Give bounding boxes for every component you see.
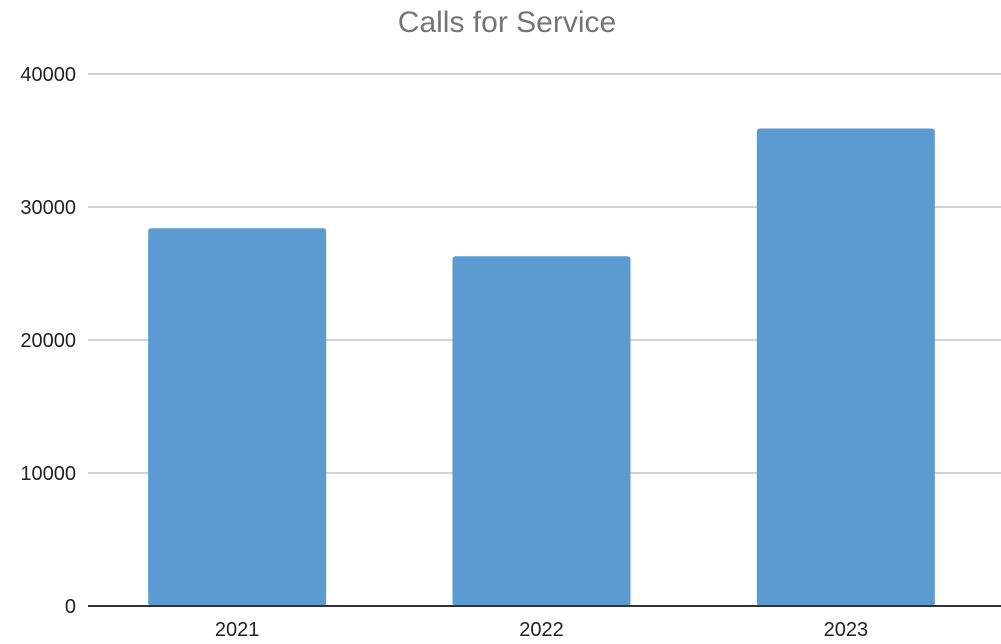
y-tick-label: 0 — [65, 596, 76, 618]
y-axis-tick-labels: 0 10000 20000 30000 40000 — [20, 64, 76, 618]
y-tick-label: 20000 — [20, 330, 76, 352]
x-tick-label: 2021 — [215, 619, 260, 641]
x-tick-label: 2023 — [824, 619, 869, 641]
bar-2023 — [756, 128, 935, 606]
y-tick-label: 40000 — [20, 64, 76, 86]
bar-2022 — [452, 256, 631, 606]
x-axis-tick-labels: 2021 2022 2023 — [215, 619, 868, 641]
x-tick-label: 2022 — [519, 619, 564, 641]
y-tick-label: 10000 — [20, 463, 76, 485]
bar-2021 — [148, 228, 327, 606]
y-tick-label: 30000 — [20, 197, 76, 219]
chart-title: Calls for Service — [398, 6, 616, 39]
bars — [148, 128, 935, 606]
